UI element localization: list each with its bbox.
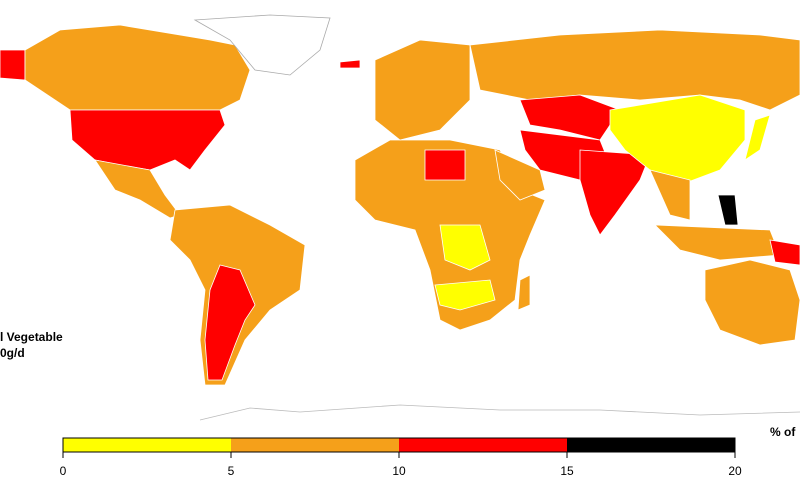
southeast-asia (649, 169, 691, 221)
arabia (494, 149, 546, 201)
legend-tick-label: 20 (728, 464, 742, 478)
canada (24, 24, 251, 111)
madagascar (517, 274, 531, 311)
legend-tick-label: 5 (228, 464, 235, 478)
indonesia (653, 224, 781, 261)
philippines (717, 194, 739, 226)
china (609, 94, 746, 186)
color-legend: 0 5 10 15 20 (60, 437, 742, 478)
world-map (0, 14, 800, 421)
alaska (0, 49, 26, 81)
russia (469, 29, 800, 111)
central-america (94, 159, 181, 219)
map-title-line: 0g/d (0, 346, 25, 360)
india (579, 149, 651, 236)
antarctica (199, 404, 800, 421)
legend-color-bin (399, 438, 567, 452)
legend-tick-label: 0 (60, 464, 67, 478)
legend-color-bin (567, 438, 735, 452)
australia (704, 259, 800, 346)
europe (374, 39, 471, 141)
legend-color-bin (63, 438, 231, 452)
legend-tick-label: 10 (392, 464, 406, 478)
libya (424, 149, 466, 181)
argentina (204, 264, 256, 381)
legend-color-bin (231, 438, 399, 452)
legend-tick-label: 15 (560, 464, 574, 478)
southern-africa (434, 279, 496, 311)
iceland (339, 59, 361, 69)
central-africa (439, 224, 491, 271)
papua-new-guinea (769, 239, 800, 266)
legend-label: % of (770, 425, 796, 439)
map-title-line: l Vegetable (0, 330, 63, 344)
usa (69, 109, 226, 171)
greenland (193, 14, 331, 76)
japan (744, 114, 771, 161)
